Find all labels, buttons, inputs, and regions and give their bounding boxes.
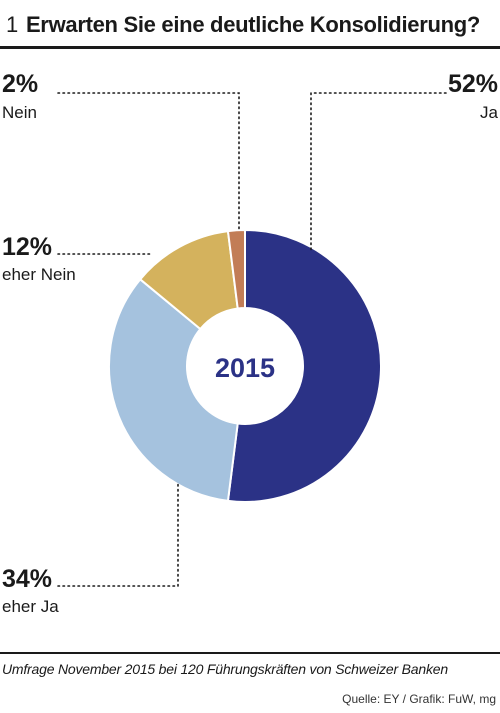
slice-ja — [226, 228, 382, 503]
chart-title: Erwarten Sie eine deutliche Konsolidieru… — [25, 12, 481, 37]
top-rule — [0, 46, 500, 49]
slice-eher-ja — [108, 277, 239, 503]
leader-nein — [57, 92, 240, 230]
label-name-ja: Ja — [480, 103, 498, 122]
slice-nein — [226, 228, 246, 310]
footnote: Umfrage November 2015 bei 120 Führungskr… — [2, 661, 448, 677]
label-name-eher-nein: eher Nein — [2, 265, 76, 284]
source-credit: Quelle: EY / Grafik: FuW, mg — [342, 692, 496, 706]
label-name-nein: Nein — [2, 103, 37, 122]
leader-eher-ja — [57, 483, 179, 587]
donut-slices — [108, 228, 382, 503]
label-pct-ja: 52% — [447, 70, 498, 98]
label-pct-eher-ja: 34% — [2, 565, 53, 593]
leader-lines — [57, 92, 447, 587]
bottom-rule — [0, 652, 500, 654]
leader-ja — [310, 92, 447, 251]
label-pct-nein: 2% — [2, 70, 39, 98]
chart-header: 1 Erwarten Sie eine deutliche Konsolidier… — [6, 12, 480, 38]
label-name-eher-ja: eher Ja — [2, 597, 59, 616]
chart-number: 1 — [6, 12, 18, 37]
label-pct-eher-nein: 12% — [2, 233, 53, 261]
center-year-label: 2015 — [215, 353, 275, 383]
